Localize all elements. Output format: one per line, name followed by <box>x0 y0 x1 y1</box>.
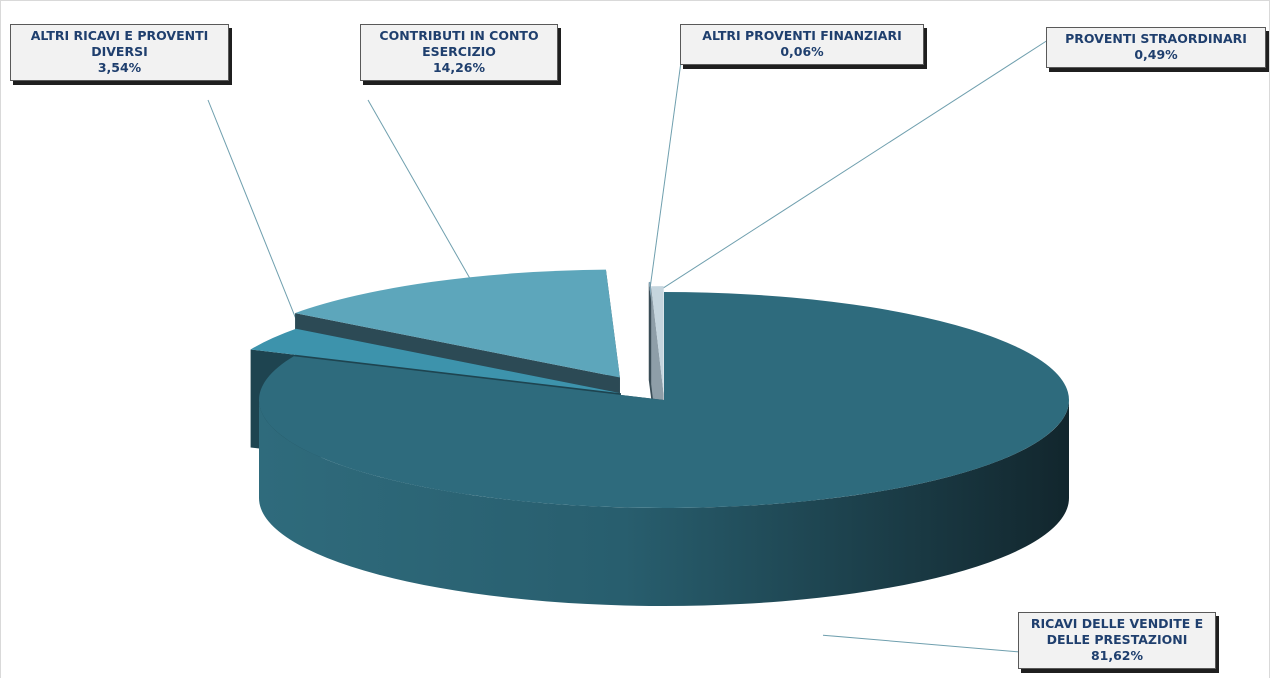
leader-line-contributi <box>367 99 489 311</box>
slice-ricavi-vendite <box>258 292 1069 606</box>
slice-contributi-top <box>295 269 620 378</box>
leader-lines <box>207 39 1049 653</box>
slice-ricavi-vendite-top <box>258 292 1069 508</box>
label-finanziari-value: 0,06% <box>780 44 824 59</box>
label-ricavi-line2: DELLE PRESTAZIONI <box>1046 632 1188 647</box>
leader-line-altri-ricavi <box>207 99 307 345</box>
label-altri-ricavi-line2: DIVERSI <box>91 44 148 59</box>
slice-proventi-straordinari-top <box>651 286 664 395</box>
leader-line-altri-proventi-finanziari <box>649 39 685 288</box>
label-altri-ricavi: ALTRI RICAVI E PROVENTI DIVERSI 3,54% <box>10 24 229 81</box>
label-contributi-value: 14,26% <box>432 60 486 75</box>
leader-line-ricavi-vendite <box>822 634 1021 653</box>
label-altri-proventi-finanziari: ALTRI PROVENTI FINANZIARI 0,06% <box>680 24 924 65</box>
label-contributi-line2: ESERCIZIO <box>422 44 496 59</box>
label-contributi-line1: CONTRIBUTI IN CONTO <box>379 28 539 43</box>
label-straordinari-value: 0,49% <box>1134 47 1178 62</box>
leader-line-proventi-straordinari <box>657 39 1049 292</box>
label-contributi: CONTRIBUTI IN CONTO ESERCIZIO 14,26% <box>360 24 558 81</box>
label-finanziari-line1: ALTRI PROVENTI FINANZIARI <box>702 28 902 43</box>
label-ricavi-vendite: RICAVI DELLE VENDITE E DELLE PRESTAZIONI… <box>1018 612 1216 669</box>
slice-ricavi-vendite-outer-wall <box>259 400 1069 606</box>
label-ricavi-line1: RICAVI DELLE VENDITE E <box>1030 616 1204 631</box>
pie-slices <box>250 269 1069 606</box>
label-ricavi-value: 81,62% <box>1090 648 1144 663</box>
slice-altri-ricavi-top <box>250 328 621 394</box>
label-straordinari-line1: PROVENTI STRAORDINARI <box>1065 31 1247 46</box>
label-altri-ricavi-line1: ALTRI RICAVI E PROVENTI <box>30 28 209 43</box>
label-altri-ricavi-value: 3,54% <box>97 60 142 75</box>
label-proventi-straordinari: PROVENTI STRAORDINARI 0,49% <box>1046 27 1266 68</box>
